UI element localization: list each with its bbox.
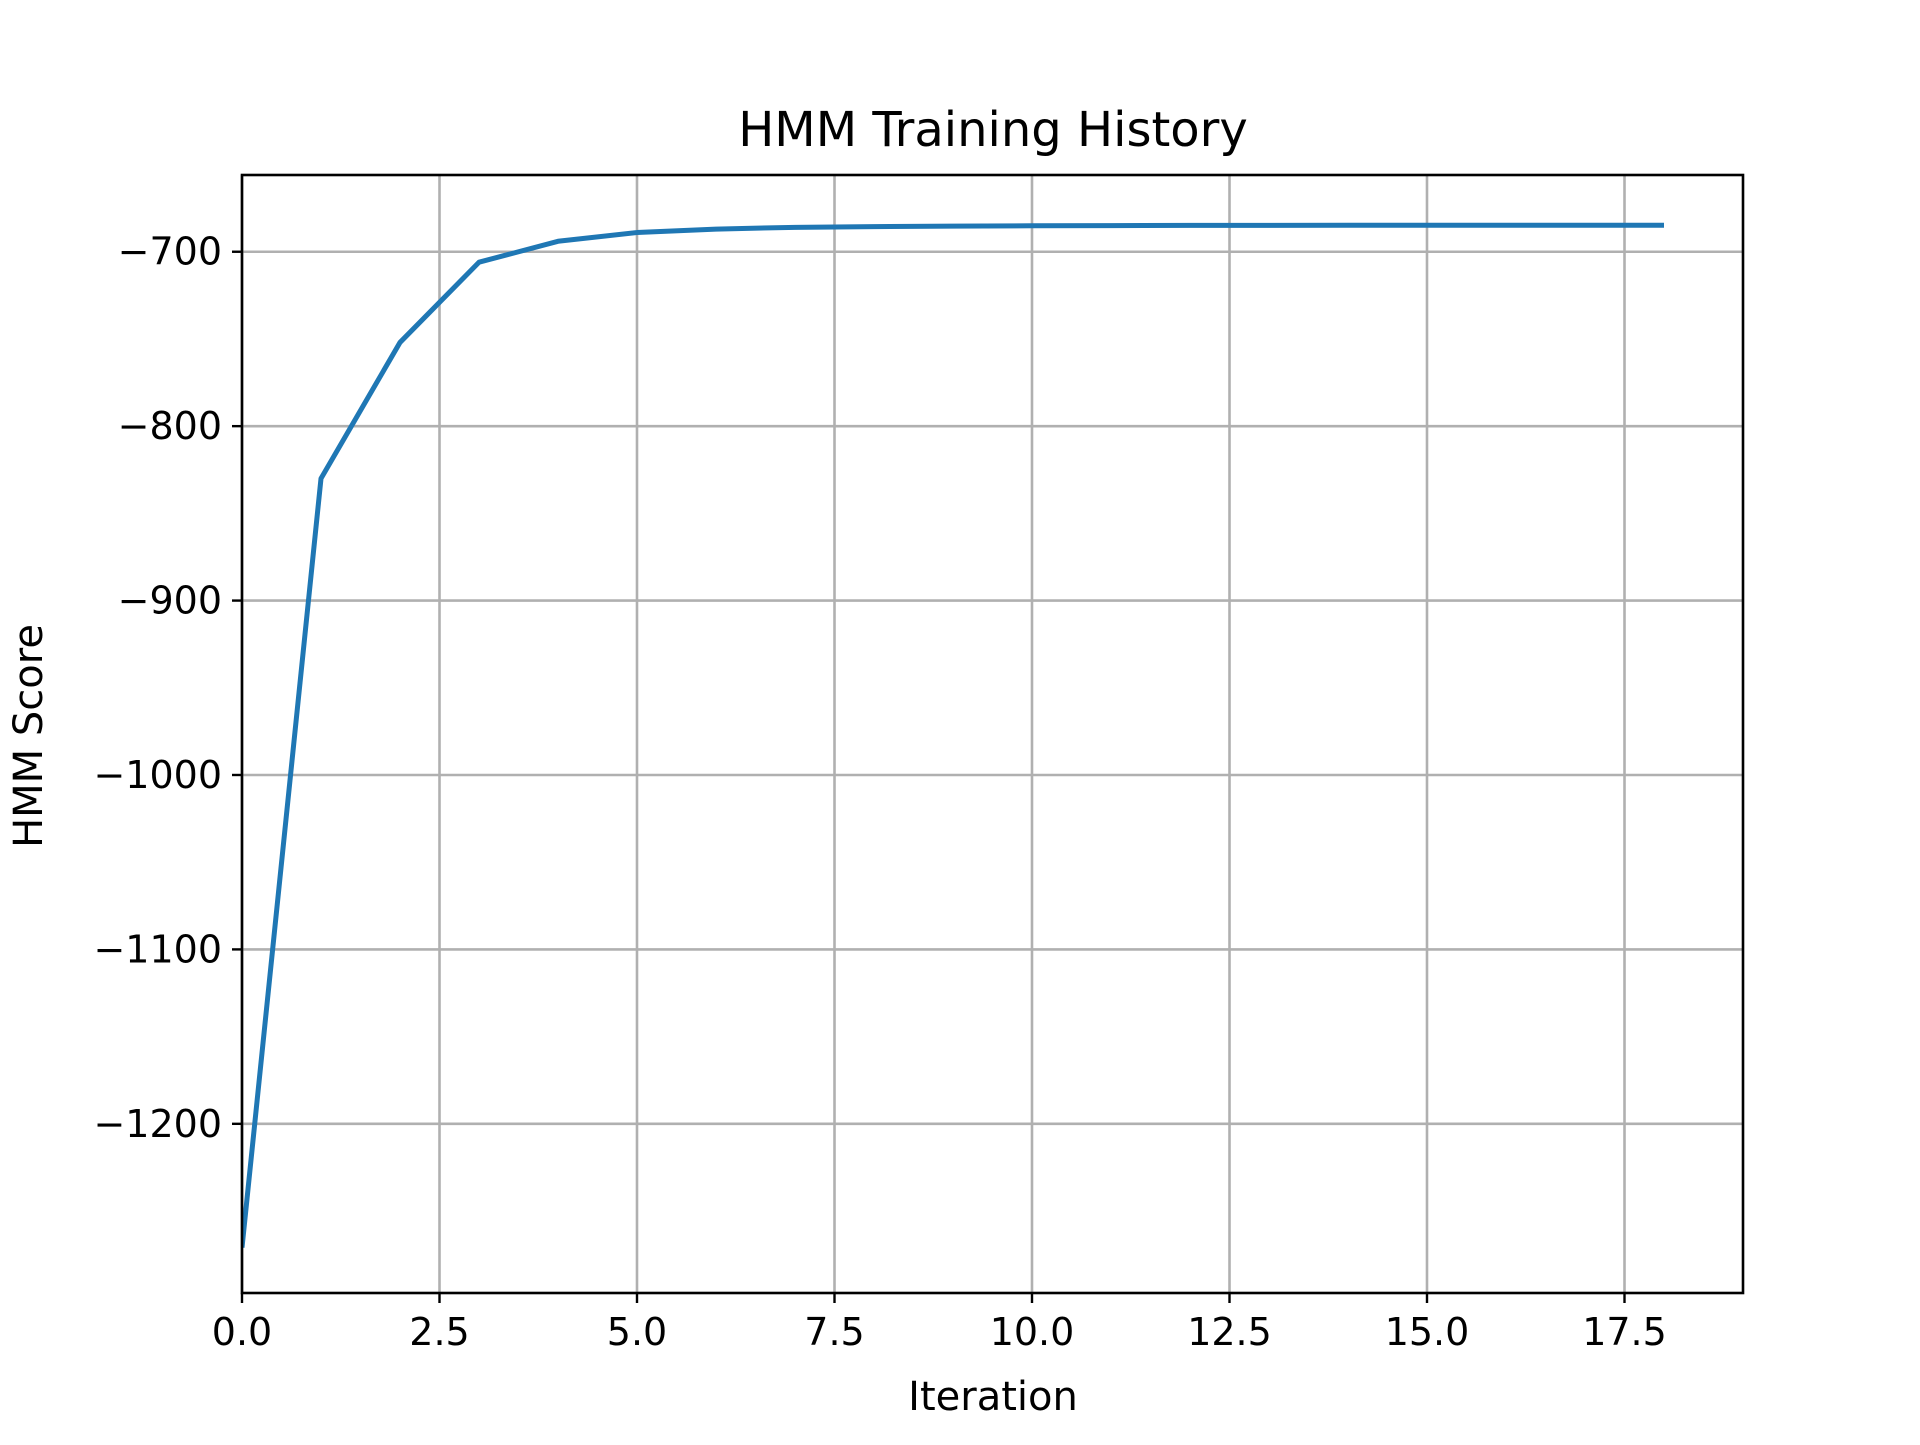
y-tick-label: −1200 bbox=[93, 1102, 222, 1146]
chart-title: HMM Training History bbox=[738, 102, 1248, 158]
x-tick-label: 0.0 bbox=[212, 1310, 272, 1354]
x-tick-label: 12.5 bbox=[1187, 1310, 1272, 1354]
y-tick-label: −1000 bbox=[93, 753, 222, 797]
y-tick-label: −700 bbox=[118, 230, 222, 274]
y-axis-label: HMM Score bbox=[6, 624, 52, 848]
grid-lines bbox=[240, 175, 1743, 1293]
axis-ticks: 0.0 2.5 5.0 7.5 10.0 12.5 15.0 17.5 −1200 −1100 −1… bbox=[93, 230, 1666, 1354]
x-tick-label: 17.5 bbox=[1582, 1310, 1667, 1354]
series-line bbox=[242, 222, 1664, 1248]
x-tick-label: 5.0 bbox=[607, 1310, 667, 1354]
y-tick-label: −1100 bbox=[93, 927, 222, 971]
x-tick-label: 7.5 bbox=[804, 1310, 864, 1354]
y-tick-label: −800 bbox=[118, 404, 222, 448]
x-tick-label: 10.0 bbox=[990, 1310, 1075, 1354]
x-axis-label: Iteration bbox=[908, 1374, 1078, 1420]
x-tick-label: 2.5 bbox=[409, 1310, 469, 1354]
series-layer bbox=[242, 222, 1664, 1248]
y-tick-label: −900 bbox=[118, 579, 222, 623]
plot-frame bbox=[240, 173, 1745, 1295]
x-tick-label: 15.0 bbox=[1385, 1310, 1470, 1354]
